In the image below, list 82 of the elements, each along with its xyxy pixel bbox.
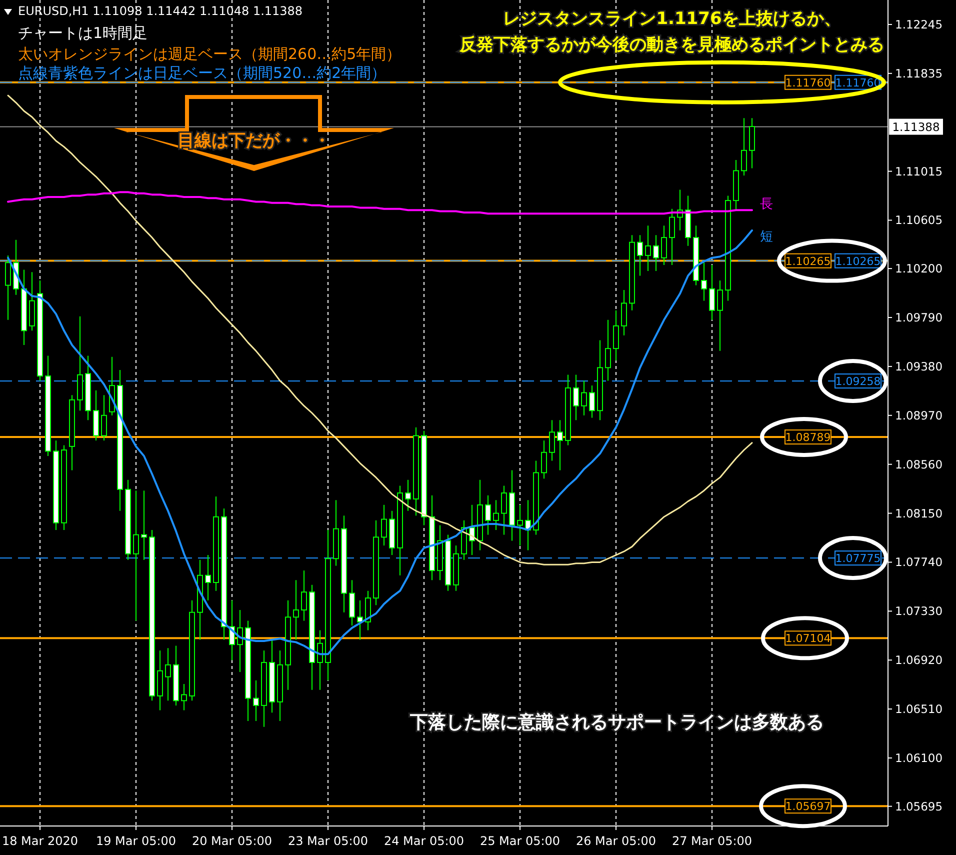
candlestick — [541, 440, 547, 480]
y-tick-label: 1.08560 — [895, 457, 943, 472]
candlestick — [101, 394, 107, 441]
ref-line-label: 1.10265 — [835, 254, 881, 268]
candlestick — [749, 118, 755, 169]
x-tick-label: 19 Mar 05:00 — [96, 834, 176, 848]
candlestick — [557, 420, 563, 471]
annotation: 下落した際に意識されるサポートラインは多数ある — [409, 712, 824, 733]
y-tick-label: 1.10605 — [895, 213, 943, 228]
ref-line-label: 1.09258 — [835, 375, 881, 388]
candlestick — [381, 504, 387, 546]
candlestick — [317, 630, 323, 690]
candlestick — [701, 262, 707, 302]
ref-line-label: 1.08789 — [785, 430, 831, 444]
candlestick — [549, 420, 555, 462]
candlestick — [621, 290, 627, 336]
candlestick — [613, 310, 619, 361]
ref-line-label: 1.11388 — [892, 120, 940, 134]
x-tick-label: 23 Mar 05:00 — [288, 834, 368, 848]
y-tick-label: 1.08150 — [895, 506, 943, 520]
y-tick-label: 1.12245 — [895, 17, 943, 32]
candlestick — [301, 570, 307, 622]
candlestick — [133, 490, 139, 622]
candlestick — [741, 118, 747, 176]
candlestick — [501, 485, 507, 536]
y-tick-label: 1.06100 — [895, 750, 943, 765]
ref-line-label: 1.07104 — [785, 632, 831, 646]
ref-line-label: 1.11760 — [835, 76, 881, 90]
annotation: 太いオレンジラインは週足ベース（期間260…約5年間） — [18, 45, 402, 63]
x-tick-label: 24 Mar 05:00 — [384, 834, 464, 848]
candlestick — [165, 648, 171, 702]
candlestick — [645, 225, 651, 272]
candlestick — [661, 225, 667, 266]
ref-line-label: 1.07775 — [835, 552, 881, 566]
ref-line-label: 1.11760 — [785, 76, 831, 90]
y-tick-label: 1.06920 — [895, 653, 943, 668]
x-tick-label: 27 Mar 05:00 — [672, 834, 752, 848]
candlestick — [485, 494, 491, 536]
candlestick — [605, 319, 611, 382]
x-tick-label: 20 Mar 05:00 — [192, 834, 272, 848]
y-tick-label: 1.07740 — [895, 555, 943, 570]
y-tick-label: 1.10200 — [895, 262, 943, 276]
candlestick — [669, 208, 675, 266]
candlestick — [653, 234, 659, 272]
annotation: 目線は下だが・・・ — [178, 131, 330, 151]
candlestick — [349, 580, 355, 626]
candlestick — [141, 490, 147, 560]
x-tick-label: 26 Mar 05:00 — [576, 834, 656, 848]
y-tick-label: 1.09790 — [895, 310, 943, 325]
y-tick-label: 1.09380 — [895, 359, 943, 374]
y-tick-label: 1.08970 — [895, 408, 943, 422]
candlestick — [493, 500, 499, 530]
y-tick-label: 1.05695 — [895, 799, 943, 814]
candlestick — [581, 380, 587, 416]
candlestick — [293, 580, 299, 640]
candlestick — [405, 479, 411, 512]
series-label: 長 — [760, 197, 773, 212]
candlestick — [589, 385, 595, 418]
x-tick-label: 18 Mar 2020 — [2, 834, 78, 848]
candlestick — [517, 504, 523, 546]
candlestick — [5, 254, 11, 320]
y-tick-label: 1.07330 — [895, 604, 943, 618]
candlestick — [205, 554, 211, 601]
y-tick-label: 1.06510 — [895, 702, 943, 716]
ref-line-label: 1.05697 — [785, 800, 831, 814]
candlestick — [573, 374, 579, 421]
y-tick-label: 1.11835 — [895, 66, 943, 80]
annotation: レジスタンスライン1.1176を上抜けるか、 — [503, 9, 841, 29]
series-label: 短 — [760, 229, 773, 244]
y-tick-label: 1.11015 — [895, 164, 943, 178]
line-series — [7, 94, 753, 566]
candlestick — [357, 600, 363, 640]
candlestick — [181, 683, 187, 711]
x-tick-label: 25 Mar 05:00 — [480, 834, 560, 848]
annotation: 反発下落するかが今後の動きを見極めるポイントとみる — [458, 35, 884, 55]
annotation: EURUSD,H1 1.11098 1.11442 1.11048 1.11388 — [18, 4, 303, 18]
candlestick — [365, 590, 371, 631]
candlestick — [717, 280, 723, 352]
annotation: 点線青紫色ラインは日足ベース（期間520…約2年間） — [18, 64, 386, 82]
ref-line-label: 1.10265 — [785, 254, 831, 268]
candlestick — [637, 234, 643, 276]
candlestick — [253, 680, 259, 722]
